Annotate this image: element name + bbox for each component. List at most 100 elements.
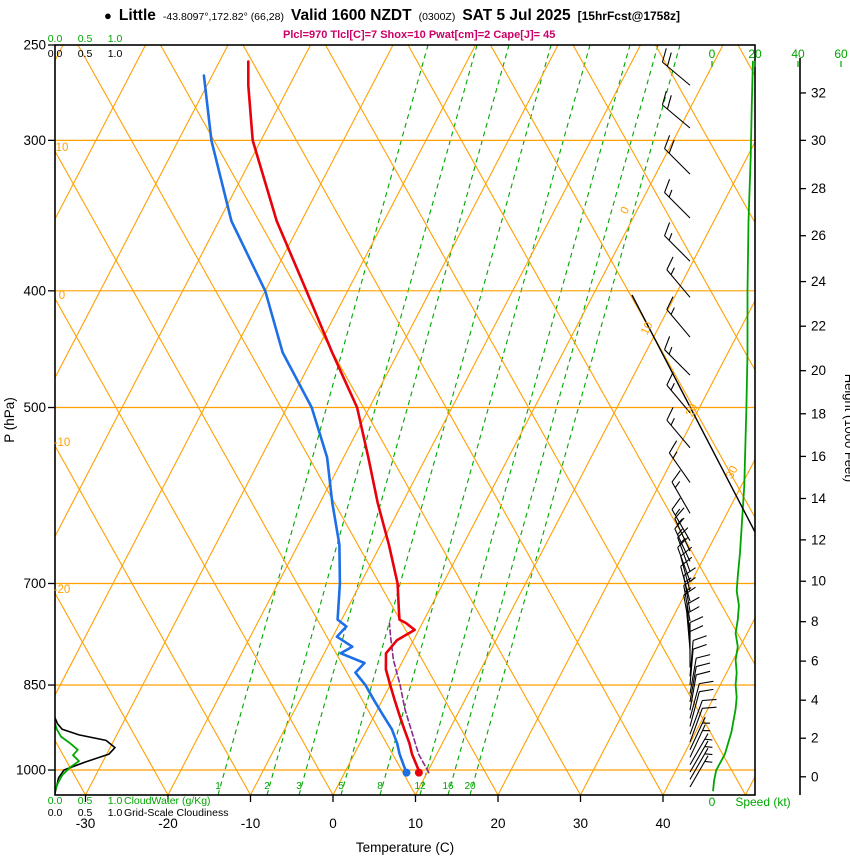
station-coords: -43.8097°,172.82° (66,28) [162, 11, 284, 23]
height-tick-label: 18 [811, 406, 826, 421]
wind-speed-group [712, 60, 754, 792]
pressure-tick-label: 500 [23, 400, 46, 415]
height-tick-label: 10 [811, 574, 826, 589]
height-tick-label: 30 [811, 133, 826, 148]
mixing-ratio-label: 20 [464, 781, 476, 792]
mixing-ratio-label: 3 [296, 781, 302, 792]
cloud-scales: 0.00.00.00.00.50.50.50.51.01.01.01.0Clou… [48, 33, 229, 819]
valid-time: Valid 1600 NZDT [290, 7, 412, 24]
mixing-ratio-label: 16 [442, 781, 454, 792]
mixing-ratio-label: 2 [264, 781, 270, 792]
adiabat-label: -20 [54, 584, 71, 596]
height-tick-label: 0 [811, 769, 819, 784]
mixing-ratio-label: 1 [215, 781, 221, 792]
mixing-ratio-label: 12 [414, 781, 426, 792]
height-tick-label: 8 [811, 614, 819, 629]
parcel-curve [388, 622, 430, 774]
height-tick-label: 12 [811, 532, 826, 547]
cloudiness-scale-bottom: 0.5 [78, 807, 93, 819]
cloudiness-scale-top: 0.5 [78, 48, 93, 60]
cloudiness-axis-title: Grid-Scale Cloudiness [124, 807, 228, 819]
cloudwater-axis-title: CloudWater (g/Kg) [124, 795, 211, 807]
cloudiness-scale-bottom: 0.0 [48, 807, 63, 819]
cloudwater-scale-bottom: 0.5 [78, 795, 93, 807]
forecast-ref: [15hrFcst@1758z] [577, 9, 681, 23]
height-tick-label: 26 [811, 228, 826, 243]
temperature-tick-label: 20 [490, 816, 505, 831]
height-tick-label: 4 [811, 693, 819, 708]
pressure-tick-label: 300 [23, 133, 46, 148]
pressure-tick-label: 850 [23, 678, 46, 693]
cloudwater-scale-top: 0.5 [78, 33, 93, 45]
plot-border [54, 44, 756, 796]
height-tick-label: 16 [811, 449, 826, 464]
temperature-axis-title: Temperature (C) [356, 840, 454, 855]
cloudwater-scale-top: 0.0 [48, 33, 63, 45]
isotherm-label: 30 [724, 464, 741, 481]
station-marker-icon: ● [104, 8, 112, 23]
station-name: Little [118, 7, 156, 24]
valid-zulu: (0300Z) [418, 11, 456, 23]
cloudwater-scale-top: 1.0 [108, 33, 123, 45]
isotherm-label: 20 [684, 402, 701, 419]
speed-tick-label: 60 [834, 47, 848, 61]
height-axis-title: Height (1000 Feet) [842, 374, 850, 482]
adiabat-label: 0 [59, 290, 65, 302]
profiles [55, 60, 430, 794]
height-tick-label: 2 [811, 731, 819, 746]
temperature-tick-label: -30 [76, 816, 96, 831]
speed-axis: 0 20 40 600 Speed (kt) [709, 47, 848, 809]
background-grid [55, 45, 755, 795]
cloud-fraction-curve [55, 716, 116, 794]
temperature-curve [247, 60, 421, 774]
height-tick-label: 22 [811, 319, 826, 334]
temperature-tick-label: 30 [573, 816, 588, 831]
height-tick-label: 6 [811, 654, 819, 669]
mixing-ratio-label: 5 [338, 781, 344, 792]
speed-tick-label-bottom: 0 [709, 795, 716, 809]
adiabat-label: 10 [56, 142, 69, 154]
isotherm-label: 0 [619, 205, 633, 216]
temperature-tick-label: -10 [241, 816, 261, 831]
pressure-tick-label: 1000 [16, 763, 46, 778]
indices-line: Plcl=970 Tlcl[C]=7 Shox=10 Pwat[cm]=2 Ca… [283, 29, 556, 41]
height-tick-label: 32 [811, 85, 826, 100]
surface-temperature-dot [414, 768, 423, 777]
cloud-water-curve [55, 722, 80, 792]
dewpoint-curve [202, 74, 408, 774]
cloudiness-scale-top: 1.0 [108, 48, 123, 60]
cloudiness-scale-top: 0.0 [48, 48, 63, 60]
height-tick-label: 28 [811, 181, 826, 196]
speed-tick-label: 0 [709, 47, 716, 61]
pressure-tick-label: 250 [23, 38, 46, 53]
isotherm-label: 10 [639, 320, 656, 337]
speed-axis-title: Speed (kt) [735, 795, 790, 809]
temperature-tick-label: 10 [408, 816, 423, 831]
pressure-axis-title: P (hPa) [2, 397, 17, 443]
temperature-tick-label: 0 [329, 816, 337, 831]
height-tick-label: 20 [811, 363, 826, 378]
cloudwater-scale-bottom: 1.0 [108, 795, 123, 807]
temperature-tick-label: -20 [158, 816, 178, 831]
mixing-ratio-label: 8 [377, 781, 383, 792]
pressure-tick-label: 400 [23, 283, 46, 298]
valid-date: SAT 5 Jul 2025 [462, 7, 571, 24]
title-bar: ● Little -43.8097°,172.82° (66,28) Valid… [104, 7, 680, 25]
adiabat-label: -10 [54, 437, 71, 449]
cloudiness-scale-bottom: 1.0 [108, 807, 123, 819]
cloudwater-scale-bottom: 0.0 [48, 795, 63, 807]
height-tick-label: 24 [811, 274, 827, 289]
wind-barbs [661, 48, 717, 788]
surface-dewpoint-dot [402, 768, 411, 777]
speed-tick-label: 40 [791, 47, 805, 61]
wind-speed-curve [712, 60, 754, 792]
speed-tick-label: 20 [748, 47, 762, 61]
pressure-tick-label: 700 [23, 576, 46, 591]
temperature-tick-label: 40 [655, 816, 670, 831]
height-tick-label: 14 [811, 491, 827, 506]
